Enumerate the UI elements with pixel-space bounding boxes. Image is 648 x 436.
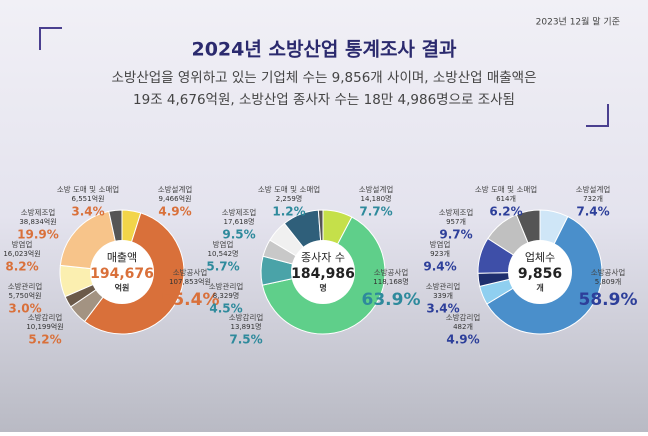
- segment-name: 소방제조업: [21, 207, 56, 217]
- corner-bracket: [586, 104, 609, 127]
- segment-name: 소방관리업: [8, 281, 43, 291]
- segment-amount: 2,259명: [276, 194, 302, 203]
- segment-amount: 957개: [446, 217, 466, 226]
- segment-percent: 3.4%: [71, 205, 104, 219]
- segment-amount: 16,023억원: [3, 249, 40, 258]
- segment-name: 소방공사업: [173, 267, 208, 277]
- segment-amount: 614개: [496, 194, 516, 203]
- segment-percent: 1.2%: [272, 205, 305, 219]
- segment-percent: 6.2%: [489, 205, 522, 219]
- center-unit: 개: [536, 283, 543, 293]
- segment-name: 방염업: [213, 239, 234, 249]
- segment-name: 소방감리업: [28, 312, 63, 322]
- segment-name: 소방관리업: [426, 281, 461, 291]
- segment-amount: 38,834억원: [19, 217, 56, 226]
- segment-name: 소방설계업: [576, 184, 611, 194]
- segment-amount: 107,853억원: [169, 277, 211, 286]
- segment-amount: 17,618명: [224, 217, 255, 226]
- segment-amount: 118,168명: [373, 277, 408, 286]
- segment-amount: 8,329명: [213, 291, 239, 300]
- donut-center: [90, 240, 154, 304]
- segment-name: 방염업: [430, 239, 451, 249]
- segment-percent: 19.9%: [17, 228, 59, 242]
- segment-name: 소방제조업: [222, 207, 257, 217]
- segment-name: 소방감리업: [229, 312, 264, 322]
- segment-amount: 5,809개: [595, 277, 621, 286]
- center-unit: 억원: [115, 283, 130, 293]
- segment-amount: 5,750억원: [9, 291, 42, 300]
- segment-percent: 55.4%: [161, 290, 220, 310]
- segment-percent: 7.5%: [229, 333, 262, 347]
- segment-amount: 6,551억원: [72, 194, 105, 203]
- center-label: 업체수: [525, 251, 555, 264]
- segment-percent: 7.4%: [576, 205, 609, 219]
- segment-percent: 63.9%: [362, 290, 421, 310]
- segment-amount: 13,891명: [231, 322, 262, 331]
- segment-percent: 9.7%: [439, 228, 472, 242]
- segment-percent: 8.2%: [5, 260, 38, 274]
- segment-percent: 9.4%: [423, 260, 456, 274]
- segment-name: 소방공사업: [591, 267, 626, 277]
- segment-name: 소방공사업: [374, 267, 409, 277]
- segment-percent: 5.2%: [28, 333, 61, 347]
- segment-name: 소방 도매 및 소매업: [258, 184, 320, 194]
- segment-name: 소방설계업: [158, 184, 193, 194]
- segment-name: 소방감리업: [446, 312, 481, 322]
- segment-amount: 14,180명: [361, 194, 392, 203]
- segment-percent: 4.5%: [209, 302, 242, 316]
- segment-amount: 10,199억원: [26, 322, 63, 331]
- segment-name: 방염업: [12, 239, 33, 249]
- segment-amount: 482개: [453, 322, 473, 331]
- segment-percent: 5.7%: [206, 260, 239, 274]
- donut-center: [291, 240, 355, 304]
- center-label: 종사자 수: [301, 251, 345, 264]
- segment-name: 소방설계업: [359, 184, 394, 194]
- segment-percent: 3.0%: [8, 302, 41, 316]
- segment-percent: 4.9%: [446, 333, 479, 347]
- segment-amount: 339개: [433, 291, 453, 300]
- center-total: 184,986: [291, 266, 355, 282]
- segment-amount: 9,466억원: [159, 194, 192, 203]
- donut-center: [508, 240, 572, 304]
- center-total: 194,676: [90, 266, 154, 282]
- segment-name: 소방 도매 및 소매업: [475, 184, 537, 194]
- corner-bracket: [39, 27, 62, 50]
- date-note: 2023년 12월 말 기준: [536, 16, 620, 28]
- title: 2024년 소방산업 통계조사 결과: [191, 39, 457, 61]
- segment-amount: 923개: [430, 249, 450, 258]
- segment-amount: 10,542명: [208, 249, 239, 258]
- segment-name: 소방제조업: [439, 207, 474, 217]
- center-label: 매출액: [107, 251, 137, 264]
- center-unit: 명: [319, 283, 326, 293]
- segment-percent: 9.5%: [222, 228, 255, 242]
- segment-percent: 7.7%: [359, 205, 392, 219]
- segment-name: 소방관리업: [209, 281, 244, 291]
- subtitle-line: 19조 4,676억원, 소방산업 종사자 수는 18만 4,986명으로 조사…: [133, 92, 515, 108]
- center-total: 9,856: [518, 266, 562, 282]
- segment-amount: 732개: [583, 194, 603, 203]
- segment-percent: 4.9%: [158, 205, 191, 219]
- segment-percent: 58.9%: [579, 290, 638, 310]
- segment-percent: 3.4%: [426, 302, 459, 316]
- segment-name: 소방 도매 및 소매업: [57, 184, 119, 194]
- subtitle-line: 소방산업을 영위하고 있는 기업체 수는 9,856개 사이며, 소방산업 매출…: [111, 70, 536, 86]
